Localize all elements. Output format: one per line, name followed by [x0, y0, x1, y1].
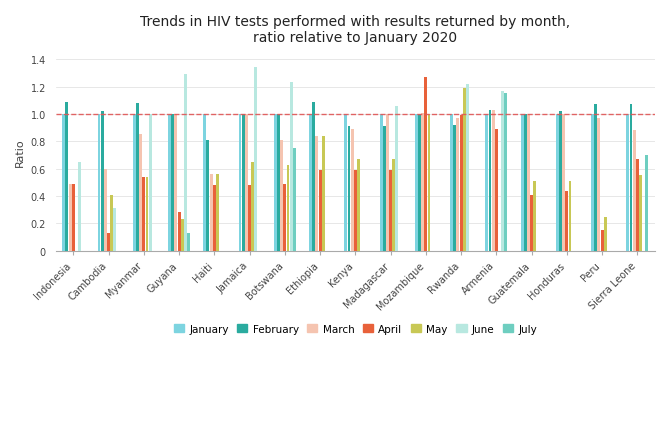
Bar: [630, 105, 632, 251]
Bar: [639, 176, 642, 251]
Bar: [283, 184, 286, 251]
Bar: [456, 119, 460, 251]
Bar: [149, 115, 151, 251]
Legend: January, February, March, April, May, June, July: January, February, March, April, May, Ju…: [170, 320, 541, 338]
Bar: [248, 186, 251, 251]
Bar: [565, 191, 568, 251]
Bar: [636, 160, 639, 251]
Bar: [113, 209, 117, 251]
Bar: [424, 78, 427, 251]
Bar: [521, 115, 523, 251]
Bar: [380, 115, 383, 251]
Bar: [210, 175, 212, 251]
Bar: [142, 178, 145, 251]
Bar: [569, 181, 572, 251]
Bar: [255, 68, 257, 251]
Bar: [68, 184, 72, 251]
Bar: [344, 115, 347, 251]
Bar: [98, 115, 100, 251]
Bar: [172, 115, 174, 251]
Bar: [418, 115, 421, 251]
Bar: [145, 178, 149, 251]
Bar: [466, 85, 469, 251]
Bar: [501, 92, 504, 251]
Bar: [206, 141, 210, 251]
Bar: [181, 220, 184, 251]
Bar: [492, 111, 494, 251]
Bar: [556, 115, 559, 251]
Bar: [187, 233, 190, 251]
Bar: [427, 115, 430, 251]
Bar: [312, 102, 315, 251]
Bar: [72, 184, 75, 251]
Bar: [415, 115, 418, 251]
Bar: [350, 130, 354, 251]
Bar: [463, 89, 466, 251]
Bar: [168, 115, 171, 251]
Bar: [460, 116, 462, 251]
Bar: [383, 127, 386, 251]
Bar: [251, 163, 254, 251]
Bar: [104, 169, 107, 251]
Bar: [594, 105, 597, 251]
Bar: [111, 195, 113, 251]
Bar: [393, 160, 395, 251]
Bar: [203, 115, 206, 251]
Bar: [213, 186, 216, 251]
Bar: [533, 181, 536, 251]
Bar: [139, 135, 142, 251]
Bar: [274, 115, 277, 251]
Bar: [389, 171, 392, 251]
Bar: [242, 115, 245, 251]
Bar: [280, 141, 283, 251]
Title: Trends in HIV tests performed with results returned by month,
ratio relative to : Trends in HIV tests performed with resul…: [140, 15, 570, 45]
Bar: [239, 115, 241, 251]
Bar: [319, 171, 322, 251]
Bar: [78, 163, 81, 251]
Bar: [216, 175, 219, 251]
Bar: [107, 233, 110, 251]
Bar: [450, 115, 453, 251]
Bar: [184, 75, 187, 251]
Bar: [386, 115, 389, 251]
Bar: [395, 107, 399, 251]
Bar: [559, 112, 562, 251]
Bar: [591, 115, 594, 251]
Bar: [289, 83, 293, 251]
Bar: [293, 149, 295, 251]
Bar: [495, 130, 498, 251]
Bar: [598, 119, 600, 251]
Bar: [174, 115, 178, 251]
Bar: [287, 165, 289, 251]
Bar: [488, 111, 492, 251]
Bar: [604, 217, 607, 251]
Bar: [178, 213, 180, 251]
Bar: [626, 115, 629, 251]
Bar: [454, 126, 456, 251]
Bar: [485, 115, 488, 251]
Bar: [527, 115, 530, 251]
Bar: [133, 115, 136, 251]
Bar: [62, 115, 65, 251]
Bar: [354, 171, 357, 251]
Bar: [100, 112, 104, 251]
Bar: [245, 115, 248, 251]
Bar: [357, 160, 360, 251]
Bar: [601, 231, 604, 251]
Bar: [524, 115, 527, 251]
Bar: [348, 127, 350, 251]
Bar: [136, 104, 139, 251]
Y-axis label: Ratio: Ratio: [15, 138, 25, 166]
Bar: [322, 136, 325, 251]
Bar: [316, 136, 318, 251]
Bar: [562, 115, 565, 251]
Bar: [505, 94, 507, 251]
Bar: [645, 156, 649, 251]
Bar: [277, 115, 280, 251]
Bar: [421, 113, 424, 251]
Bar: [530, 195, 533, 251]
Bar: [632, 131, 636, 251]
Bar: [66, 102, 68, 251]
Bar: [309, 115, 312, 251]
